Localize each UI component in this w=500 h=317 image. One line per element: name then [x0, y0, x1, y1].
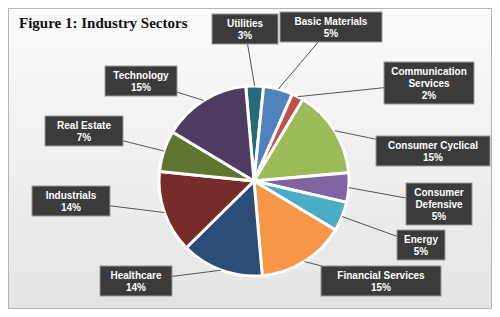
- svg-text:5%: 5%: [432, 211, 447, 222]
- svg-text:Industrials: Industrials: [46, 190, 97, 201]
- svg-text:Defensive: Defensive: [415, 199, 463, 210]
- svg-text:Utilities: Utilities: [227, 18, 264, 29]
- svg-text:Basic Materials: Basic Materials: [295, 16, 368, 27]
- svg-text:5%: 5%: [414, 246, 429, 257]
- svg-text:Healthcare: Healthcare: [110, 270, 162, 281]
- svg-text:15%: 15%: [131, 82, 151, 93]
- svg-text:Consumer: Consumer: [414, 187, 464, 198]
- svg-text:Financial Services: Financial Services: [337, 270, 425, 281]
- svg-text:Consumer Cyclical: Consumer Cyclical: [388, 140, 478, 151]
- svg-text:Services: Services: [408, 78, 450, 89]
- svg-text:15%: 15%: [371, 282, 391, 293]
- svg-text:Real Estate: Real Estate: [57, 120, 111, 131]
- svg-text:7%: 7%: [77, 132, 92, 143]
- svg-text:Communication: Communication: [391, 66, 467, 77]
- html-text:Figure 1: Industry Sectors: Figure 1: Industry Sectors: [19, 15, 188, 31]
- svg-text:14%: 14%: [61, 202, 81, 213]
- svg-text:14%: 14%: [126, 282, 146, 293]
- svg-text:2%: 2%: [422, 90, 437, 101]
- svg-text:5%: 5%: [324, 28, 339, 39]
- svg-text:3%: 3%: [238, 30, 253, 41]
- svg-text:15%: 15%: [423, 152, 443, 163]
- svg-text:Energy: Energy: [404, 234, 438, 245]
- svg-text:Technology: Technology: [113, 70, 169, 81]
